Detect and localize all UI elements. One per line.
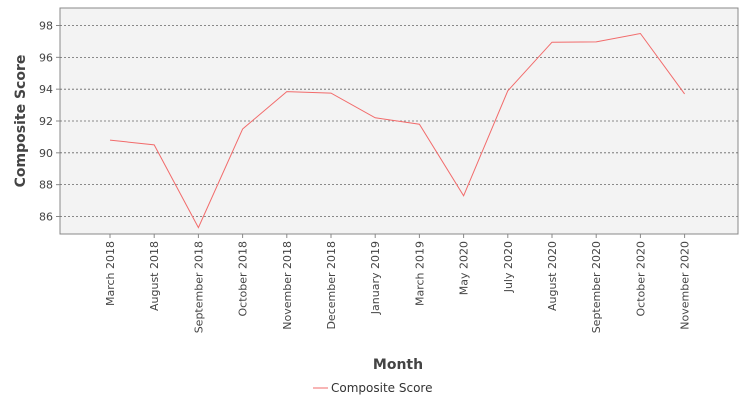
x-tick-label: December 2018 bbox=[325, 241, 338, 330]
x-axis-ticks: March 2018 August 2018 September 2018 Octob… bbox=[104, 234, 692, 333]
series-layer bbox=[109, 32, 686, 229]
y-tick-label: 94 bbox=[39, 83, 53, 96]
x-tick-label: September 2020 bbox=[590, 241, 603, 333]
y-tick-label: 90 bbox=[39, 147, 53, 160]
y-tick-label: 88 bbox=[39, 179, 53, 192]
y-tick-label: 92 bbox=[39, 115, 53, 128]
legend-label: Composite Score bbox=[331, 381, 432, 395]
legend: Composite Score bbox=[313, 381, 432, 395]
x-tick-label: November 2018 bbox=[281, 241, 294, 330]
x-tick-label: March 2019 bbox=[413, 241, 426, 306]
x-tick-label: May 2020 bbox=[458, 241, 471, 295]
x-tick-label: August 2018 bbox=[148, 241, 161, 311]
x-axis-title: Month bbox=[373, 357, 423, 373]
y-axis-title: Composite Score bbox=[13, 55, 29, 188]
x-tick-label: March 2018 bbox=[104, 241, 117, 306]
x-tick-label: October 2020 bbox=[634, 241, 647, 317]
x-tick-label: January 2019 bbox=[369, 241, 382, 315]
y-axis-ticks: 86 88 90 92 94 96 98 bbox=[39, 20, 60, 223]
x-tick-label: October 2018 bbox=[237, 241, 250, 317]
y-tick-label: 96 bbox=[39, 51, 53, 64]
y-tick-label: 98 bbox=[39, 20, 53, 33]
x-tick-label: November 2020 bbox=[679, 241, 692, 330]
x-tick-label: August 2020 bbox=[546, 241, 559, 311]
x-tick-label: July 2020 bbox=[502, 241, 515, 293]
x-tick-label: September 2018 bbox=[192, 241, 205, 333]
series-line bbox=[109, 32, 686, 229]
y-tick-label: 86 bbox=[39, 210, 53, 223]
gridlines bbox=[60, 25, 738, 217]
